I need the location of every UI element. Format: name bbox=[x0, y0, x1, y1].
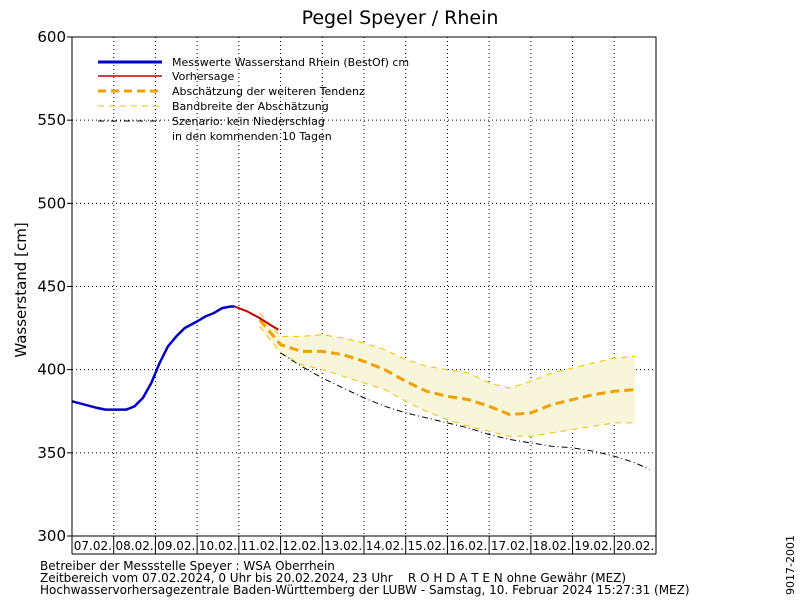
footer-time-range: Zeitbereich vom 07.02.2024, 0 Uhr bis 20… bbox=[40, 571, 626, 585]
footer-center: Hochwasservorhersagezentrale Baden-Württ… bbox=[40, 583, 690, 597]
legend: Messwerte Wasserstand Rhein (BestOf) cm … bbox=[98, 56, 409, 143]
y-tick-label: 450 bbox=[37, 278, 66, 296]
x-tick-label: 12.02. bbox=[282, 539, 320, 553]
legend-label-tendency: Abschätzung der weiteren Tendenz bbox=[172, 85, 365, 98]
legend-label-scenario: Szenario: kein Niederschlag bbox=[172, 115, 325, 128]
y-tick-label: 350 bbox=[37, 444, 66, 462]
side-code: 9017-2001 bbox=[784, 535, 797, 595]
footer-operator: Betreiber der Messstelle Speyer : WSA Ob… bbox=[40, 559, 335, 573]
y-tick-label: 400 bbox=[37, 361, 66, 379]
y-tick-labels: 300 350 400 450 500 550 600 bbox=[37, 28, 66, 545]
band-lower-line bbox=[259, 326, 636, 437]
x-tick-label: 09.02. bbox=[157, 539, 195, 553]
measured-line bbox=[71, 305, 235, 411]
tendency-line bbox=[258, 318, 636, 417]
plot-frame bbox=[67, 36, 657, 555]
chart-title: Pegel Speyer / Rhein bbox=[302, 7, 499, 29]
series-layer bbox=[71, 305, 650, 470]
x-tick-label: 11.02. bbox=[241, 539, 279, 553]
x-tick-label: 15.02. bbox=[407, 539, 445, 553]
x-tick-label: 17.02. bbox=[491, 539, 529, 553]
band-layer bbox=[259, 312, 636, 437]
y-tick-label: 300 bbox=[37, 527, 66, 545]
y-tick-label: 600 bbox=[37, 28, 66, 46]
y-axis-label: Wasserstand [cm] bbox=[12, 222, 30, 357]
x-tick-label: 07.02. bbox=[74, 539, 112, 553]
y-tick-label: 550 bbox=[37, 111, 66, 129]
legend-label-band: Bandbreite der Abschätzung bbox=[172, 100, 329, 113]
x-tick-label: 14.02. bbox=[366, 539, 404, 553]
legend-label-scenario-cont: in den kommenden 10 Tagen bbox=[172, 130, 332, 143]
x-tick-labels: 07.02. 08.02. 09.02. 10.02. 11.02. 12.02. 13.0… bbox=[74, 539, 654, 553]
x-tick-label: 18.02. bbox=[533, 539, 571, 553]
legend-label-measured: Messwerte Wasserstand Rhein (BestOf) cm bbox=[172, 56, 409, 69]
legend-label-forecast: Vorhersage bbox=[172, 70, 234, 83]
x-tick-label: 10.02. bbox=[199, 539, 237, 553]
band-fill bbox=[259, 313, 636, 437]
x-tick-label: 13.02. bbox=[324, 539, 362, 553]
x-tick-label: 08.02. bbox=[115, 539, 153, 553]
y-tick-label: 500 bbox=[37, 194, 66, 212]
forecast-line bbox=[234, 305, 280, 331]
x-tick-label: 20.02. bbox=[616, 539, 654, 553]
x-tick-label: 19.02. bbox=[574, 539, 612, 553]
x-tick-label: 16.02. bbox=[449, 539, 487, 553]
band-upper-line bbox=[259, 312, 636, 389]
